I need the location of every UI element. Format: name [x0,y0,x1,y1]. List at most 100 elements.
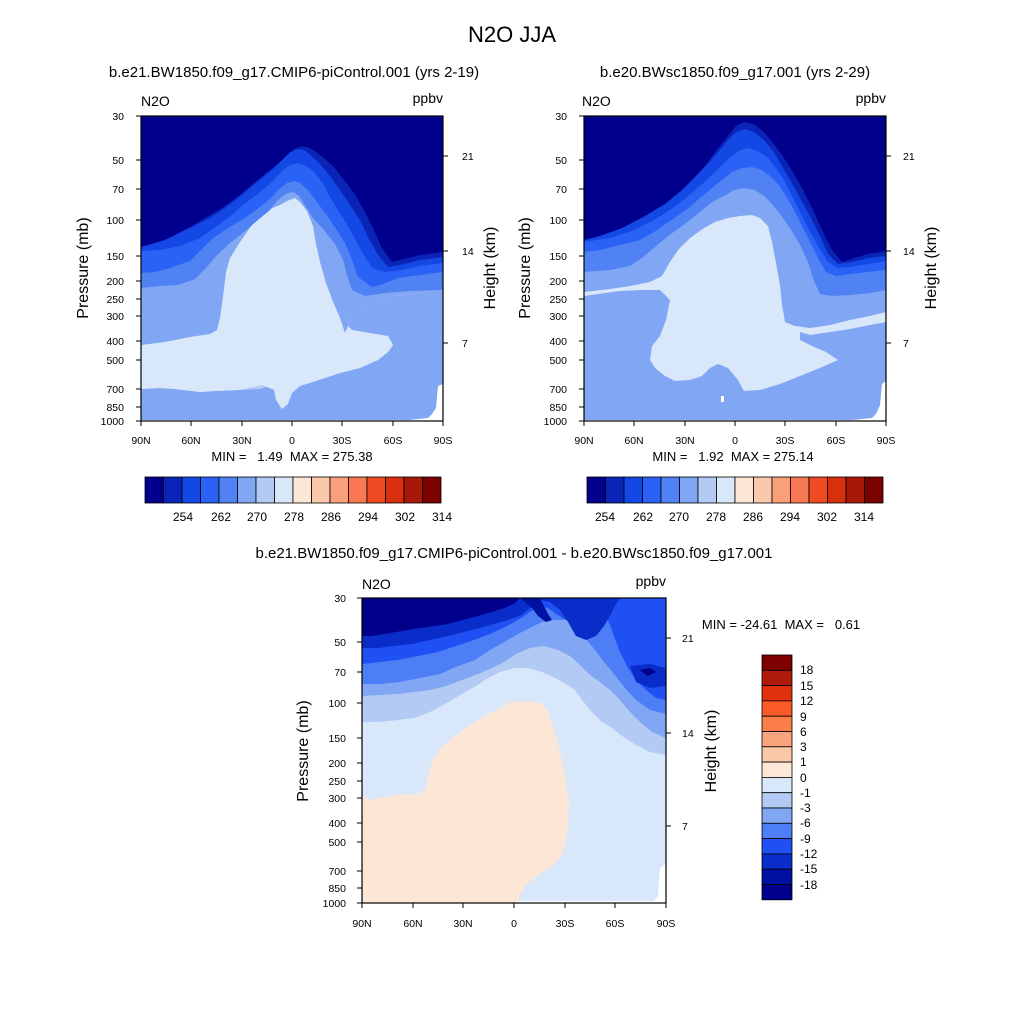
panel-b-cb-label-270: 270 [669,510,689,524]
panel-a-ytick-70: 70 [112,184,124,196]
panel-b-cb-label-314: 314 [854,510,874,524]
panel-b-xtick-30N: 30N [675,435,694,447]
panel-a-ytick-150: 150 [106,251,124,263]
panel-b-colorbar-swatch-15 [864,476,884,504]
panel-b-colorbar-swatch-8 [734,476,754,504]
panel-diff-colorbar-swatch-11 [761,822,793,839]
panel-diff-xticks: 90N 60N 30N 0 30S 60S 90S [352,903,675,930]
panel-diff-cb-label-9: 9 [800,710,807,724]
panel-b-y2tick-21: 21 [903,151,915,163]
panel-diff-cb-label-3: 3 [800,740,807,754]
panel-b-y2tick-14: 14 [903,246,915,258]
panel-a-colorbar-swatch-3 [200,476,220,504]
panel-b-ylabel: Pressure (mb) [517,217,534,318]
panel-diff-cb-label-15: 15 [800,679,814,693]
panel-diff-xtick-0: 0 [511,918,517,930]
panel-a-ytick-30: 30 [112,111,124,123]
panel-b-colorbar-swatch-6 [697,476,717,504]
panel-a-colorbar-labels: 254 262 270 278 286 294 302 314 [173,510,452,524]
panel-diff-colorbar-swatch-13 [761,853,793,870]
panel-b: b.e20.BWsc1850.f09_g17.001 (yrs 2-29) N2… [517,64,940,524]
panel-diff-colorbar-swatch-7 [761,761,793,778]
panel-diff-ytick-marks [357,597,362,904]
panel-b-colorbar-swatch-10 [771,476,791,504]
panel-a-units: ppbv [413,90,443,106]
panel-b-ytick-850: 850 [549,402,567,414]
panel-diff-fill-right-core [640,668,656,676]
panel-diff-fill-neg18 [362,598,520,636]
panel-diff-colorbar-swatch-2 [761,685,793,702]
panel-diff-colorbar-swatch-6 [761,746,793,763]
panel-diff-colorbar-swatch-5 [761,731,793,748]
panel-diff-ytick-100: 100 [328,698,346,710]
panel-diff-cb-label-12: 12 [800,694,814,708]
panel-a-ytick-100: 100 [106,215,124,227]
panel-a-colorbar [144,476,442,504]
panel-diff-colorbar-swatch-3 [761,700,793,717]
panel-a-fill-230 [141,116,443,262]
panel-a-colorbar-swatch-13 [385,476,405,504]
panel-diff-plot [361,597,667,904]
panel-diff-ytick-50: 50 [334,637,346,649]
panel-diff-variable: N2O [362,576,391,592]
panel-b-y2ticks: 21 14 7 [886,151,915,350]
panel-a-xtick-0: 0 [289,435,295,447]
panel-diff-y2label: Height (km) [703,710,720,793]
panel-diff-ytick-700: 700 [328,866,346,878]
panel-diff-cb-label-neg12: -12 [800,847,818,861]
panel-a-ytick-400: 400 [106,336,124,348]
panel-a-xtick-90N: 90N [131,435,150,447]
panel-b-colorbar-swatch-4 [660,476,680,504]
panel-diff-cb-label-neg1: -1 [800,786,811,800]
panel-diff-cb-label-0: 0 [800,771,807,785]
panel-b-variable: N2O [582,93,611,109]
panel-a-cb-label-302: 302 [395,510,415,524]
panel-a-ytick-300: 300 [106,311,124,323]
panel-diff-xtick-90S: 90S [657,918,676,930]
panel-b-ytick-500: 500 [549,355,567,367]
panel-a-variable: N2O [141,93,170,109]
panel-b-ytick-200: 200 [549,276,567,288]
panel-diff-stats: MIN = -24.61 MAX = 0.61 [702,617,860,632]
panel-b-xtick-0: 0 [732,435,738,447]
panel-diff-cb-label-neg15: -15 [800,862,818,876]
panel-b-cb-label-254: 254 [595,510,615,524]
panel-a-ytick-700: 700 [106,384,124,396]
panel-diff-y2tick-14: 14 [682,728,694,740]
panel-b-y2label: Height (km) [923,227,940,310]
panel-diff-ytick-500: 500 [328,837,346,849]
panel-a-colorbar-swatch-8 [292,476,312,504]
panel-b-ytick-400: 400 [549,336,567,348]
panel-b-y2tick-7: 7 [903,338,909,350]
panel-diff-fill-0 [362,701,569,903]
panel-diff-xtick-30S: 30S [556,918,575,930]
panel-b-units: ppbv [856,90,886,106]
panel-diff-xtick-60S: 60S [606,918,625,930]
panel-diff-ytick-400: 400 [328,818,346,830]
panel-diff-y2tick-21: 21 [682,633,694,645]
panel-diff-ylabel: Pressure (mb) [295,700,312,801]
panel-diff-colorbar-swatch-12 [761,838,793,855]
panel-diff-y2tick-7: 7 [682,821,688,833]
panel-a-ytick-50: 50 [112,155,124,167]
panel-a-xtick-30N: 30N [232,435,251,447]
panel-diff-ytick-30: 30 [334,593,346,605]
panel-b-colorbar-swatch-5 [679,476,699,504]
panel-a-y2label: Height (km) [482,227,499,310]
panel-a-colorbar-swatch-1 [163,476,183,504]
panel-b-colorbar-swatch-9 [753,476,773,504]
panel-diff-ytick-300: 300 [328,793,346,805]
panel-a-colorbar-swatch-5 [237,476,257,504]
panel-b-xtick-30S: 30S [776,435,795,447]
panel-a-cb-label-254: 254 [173,510,193,524]
panel-a-colorbar-swatch-10 [329,476,349,504]
panel-b-cb-label-302: 302 [817,510,837,524]
panel-b-ytick-marks [579,115,584,422]
panel-a-cb-label-314: 314 [432,510,452,524]
panel-a: b.e21.BW1850.f09_g17.CMIP6-piControl.001… [75,64,499,524]
panel-diff-cb-label-neg9: -9 [800,832,811,846]
panel-a-colorbar-swatch-9 [311,476,331,504]
panel-b-patch [721,396,724,402]
panel-diff-ytick-850: 850 [328,883,346,895]
panel-diff-units: ppbv [636,573,666,589]
